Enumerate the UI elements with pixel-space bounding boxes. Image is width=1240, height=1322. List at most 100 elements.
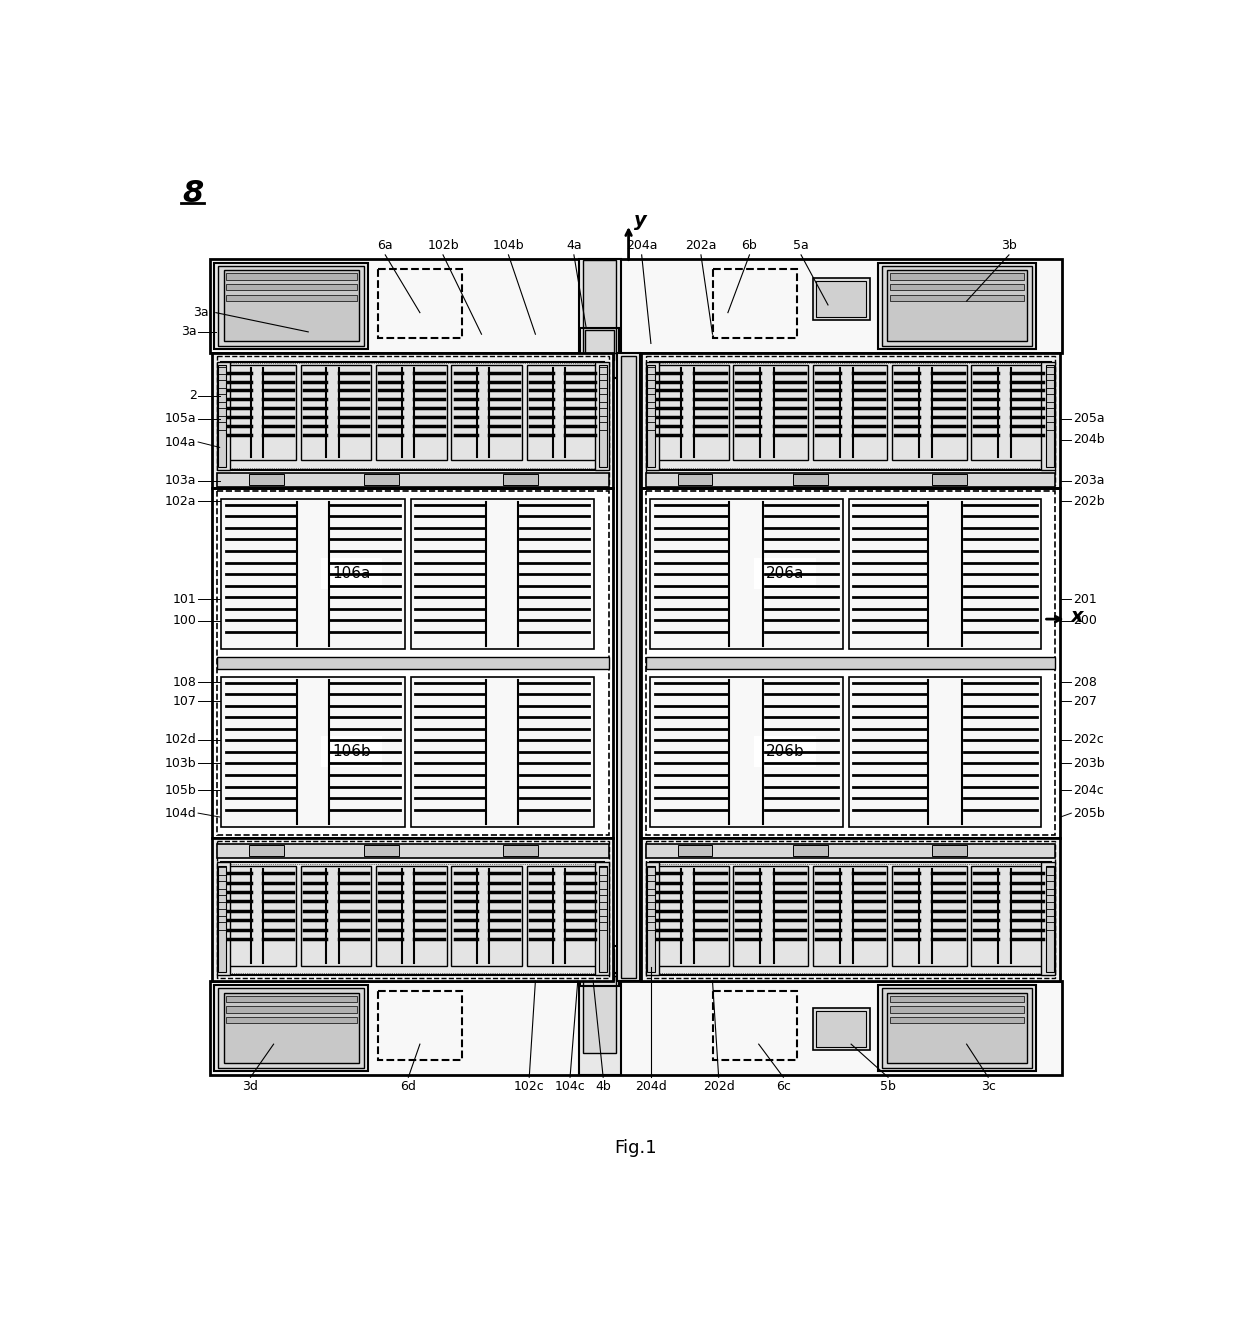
Text: 205a: 205a xyxy=(1073,412,1105,426)
Bar xyxy=(377,992,463,1060)
Bar xyxy=(579,259,621,378)
Bar xyxy=(217,862,231,974)
Bar xyxy=(226,365,296,460)
Bar xyxy=(211,259,1063,353)
Bar xyxy=(647,880,655,888)
Text: 204a: 204a xyxy=(626,239,657,253)
Bar xyxy=(812,866,888,965)
Bar xyxy=(583,260,616,353)
Text: 204d: 204d xyxy=(635,1080,667,1093)
Text: 207: 207 xyxy=(1073,695,1096,709)
Bar xyxy=(971,866,1045,965)
Text: y: y xyxy=(634,210,647,230)
Bar xyxy=(646,356,1055,485)
Bar xyxy=(652,364,1049,468)
Bar xyxy=(503,846,538,857)
Bar xyxy=(794,846,828,857)
Text: 100: 100 xyxy=(172,615,197,627)
Bar xyxy=(641,353,1060,488)
Bar xyxy=(218,266,365,346)
Text: 102c: 102c xyxy=(513,1080,544,1093)
Bar xyxy=(410,677,594,828)
Bar xyxy=(451,866,522,965)
Text: 5a: 5a xyxy=(794,239,808,253)
Bar xyxy=(647,366,655,374)
Bar xyxy=(599,866,608,972)
Bar xyxy=(647,408,655,416)
Text: 104a: 104a xyxy=(165,435,197,448)
Bar xyxy=(215,263,368,349)
Text: 201: 201 xyxy=(1073,592,1096,605)
Bar xyxy=(218,381,226,389)
Bar xyxy=(223,865,603,973)
Bar xyxy=(365,846,399,857)
Bar xyxy=(585,329,614,361)
Bar xyxy=(1045,923,1054,931)
Bar xyxy=(647,923,655,931)
Text: 105a: 105a xyxy=(165,412,197,426)
Bar xyxy=(646,843,1055,858)
Bar xyxy=(812,365,888,460)
Bar xyxy=(653,365,729,460)
Text: 204c: 204c xyxy=(1073,784,1104,797)
Text: 4a: 4a xyxy=(567,239,582,253)
Text: 203b: 203b xyxy=(1073,756,1105,769)
Bar xyxy=(932,475,967,485)
Bar xyxy=(971,365,1045,460)
Text: 206b: 206b xyxy=(765,744,805,759)
Text: 6b: 6b xyxy=(742,239,758,253)
Bar xyxy=(646,657,1055,669)
Bar xyxy=(376,866,446,965)
Bar xyxy=(226,866,296,965)
Text: 5b: 5b xyxy=(880,1080,897,1093)
Bar xyxy=(218,923,226,931)
Bar xyxy=(812,1007,870,1050)
Text: 202c: 202c xyxy=(1073,734,1104,747)
Bar xyxy=(585,949,614,980)
Bar xyxy=(849,498,1042,649)
Bar xyxy=(882,266,1032,346)
Bar xyxy=(1045,895,1054,903)
Bar xyxy=(226,274,357,279)
Bar xyxy=(650,498,843,649)
Bar xyxy=(221,677,404,828)
Bar xyxy=(754,736,816,767)
Text: 104d: 104d xyxy=(165,806,197,820)
Bar xyxy=(226,1017,357,1023)
Bar xyxy=(650,362,1050,469)
Bar xyxy=(713,992,797,1060)
Bar xyxy=(733,365,808,460)
Text: 202b: 202b xyxy=(1073,494,1105,508)
Text: 2: 2 xyxy=(188,389,197,402)
Bar xyxy=(212,353,613,488)
Text: 4b: 4b xyxy=(595,1080,611,1093)
Bar xyxy=(218,365,226,467)
Bar xyxy=(580,945,619,986)
Bar xyxy=(647,394,655,402)
Bar xyxy=(1042,862,1055,974)
Bar xyxy=(646,841,1055,978)
Bar xyxy=(1045,381,1054,389)
Bar xyxy=(451,365,522,460)
Text: 3a: 3a xyxy=(192,307,208,319)
Bar xyxy=(527,866,598,965)
Bar xyxy=(1045,394,1054,402)
Bar xyxy=(1045,365,1054,467)
Text: Fig.1: Fig.1 xyxy=(614,1140,657,1157)
Bar xyxy=(599,908,608,916)
Bar xyxy=(892,866,967,965)
Text: 107: 107 xyxy=(172,695,197,709)
Bar xyxy=(218,422,226,430)
Bar xyxy=(217,843,609,858)
Bar xyxy=(218,880,226,888)
Bar xyxy=(647,381,655,389)
Bar xyxy=(218,988,365,1068)
Bar xyxy=(892,365,967,460)
Bar xyxy=(1045,908,1054,916)
Bar xyxy=(650,862,1050,974)
Bar xyxy=(223,364,603,468)
Text: 101: 101 xyxy=(172,592,197,605)
Bar xyxy=(1045,422,1054,430)
Text: 102d: 102d xyxy=(165,734,197,747)
Text: 104b: 104b xyxy=(492,239,525,253)
